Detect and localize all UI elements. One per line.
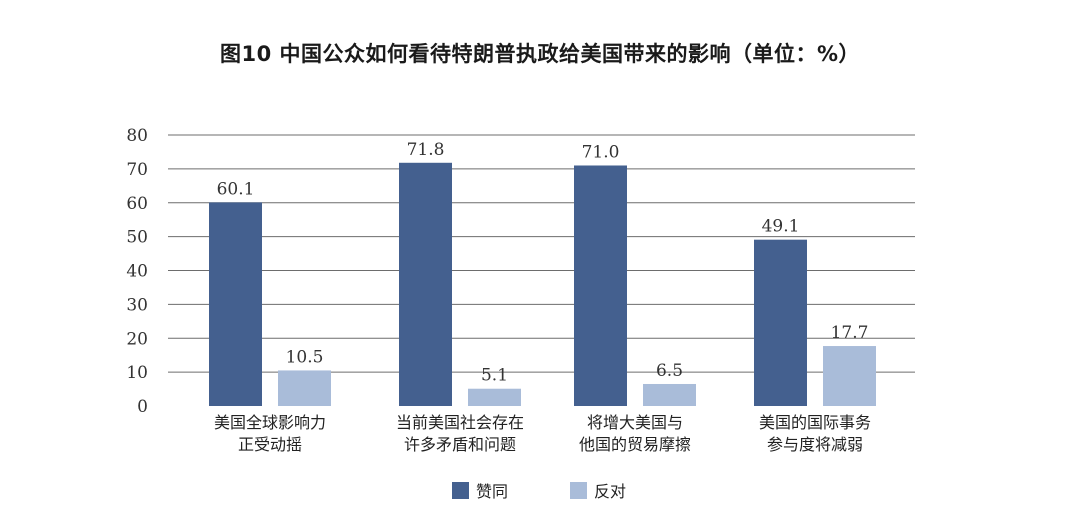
category-label-3-line-1: 将增大美国与 bbox=[587, 413, 683, 432]
category-label-2-line-1: 当前美国社会存在 bbox=[396, 413, 524, 432]
data-label-agree-2: 71.8 bbox=[407, 140, 445, 160]
category-label-1-line-2: 正受动摇 bbox=[238, 435, 302, 454]
legend-label-disagree: 反对 bbox=[594, 482, 626, 501]
category-label-3-line-2: 他国的贸易摩擦 bbox=[579, 435, 691, 454]
data-label-agree-1: 60.1 bbox=[217, 179, 255, 199]
bar-agree-1 bbox=[209, 202, 262, 406]
category-label-2: 当前美国社会存在许多矛盾和问题 bbox=[396, 413, 524, 454]
data-label-disagree-3: 6.5 bbox=[656, 361, 683, 381]
category-label-1-line-1: 美国全球影响力 bbox=[214, 413, 326, 432]
bar-disagree-3 bbox=[643, 383, 696, 406]
y-axis-ticks: 0 10 20 30 40 50 60 70 80 bbox=[126, 126, 148, 417]
legend-swatch-disagree bbox=[570, 482, 587, 499]
category-label-1: 美国全球影响力正受动摇 bbox=[214, 413, 326, 454]
bar-agree-4 bbox=[754, 239, 807, 406]
bar-agree-2 bbox=[399, 162, 452, 406]
legend: 赞同 反对 bbox=[452, 482, 626, 501]
data-label-disagree-2: 5.1 bbox=[481, 366, 508, 386]
bar-agree-3 bbox=[574, 165, 627, 406]
y-tick-label-20: 20 bbox=[126, 329, 148, 349]
category-labels: 美国全球影响力正受动摇 当前美国社会存在许多矛盾和问题 将增大美国与他国的贸易摩擦 美… bbox=[214, 413, 871, 454]
y-tick-label-10: 10 bbox=[126, 363, 148, 383]
y-tick-label-50: 50 bbox=[126, 228, 148, 248]
y-tick-label-0: 0 bbox=[137, 397, 148, 417]
y-tick-label-70: 70 bbox=[126, 160, 148, 180]
y-tick-label-80: 80 bbox=[126, 126, 148, 146]
bar-disagree-4 bbox=[823, 346, 876, 406]
category-label-4-line-1: 美国的国际事务 bbox=[759, 413, 871, 432]
bar-disagree-2 bbox=[468, 388, 521, 406]
chart-title: 图10 中国公众如何看待特朗普执政给美国带来的影响（单位：%） bbox=[219, 42, 861, 66]
data-label-disagree-1: 10.5 bbox=[286, 347, 324, 367]
category-label-4-line-2: 参与度将减弱 bbox=[767, 435, 863, 454]
legend-swatch-agree bbox=[452, 482, 469, 499]
data-labels: 60.1 71.8 71.0 49.1 10.5 5.1 6.5 17.7 bbox=[217, 140, 869, 386]
category-label-2-line-2: 许多矛盾和问题 bbox=[404, 435, 516, 454]
category-label-4: 美国的国际事务参与度将减弱 bbox=[759, 413, 871, 454]
category-label-3: 将增大美国与他国的贸易摩擦 bbox=[579, 413, 691, 454]
bar-disagree-1 bbox=[278, 370, 331, 406]
y-tick-label-30: 30 bbox=[126, 295, 148, 315]
y-tick-label-40: 40 bbox=[126, 262, 148, 282]
data-label-agree-3: 71.0 bbox=[582, 142, 620, 162]
legend-label-agree: 赞同 bbox=[476, 482, 508, 501]
y-tick-label-60: 60 bbox=[126, 194, 148, 214]
bars bbox=[209, 162, 876, 406]
data-label-agree-4: 49.1 bbox=[762, 217, 800, 237]
data-label-disagree-4: 17.7 bbox=[831, 323, 869, 343]
